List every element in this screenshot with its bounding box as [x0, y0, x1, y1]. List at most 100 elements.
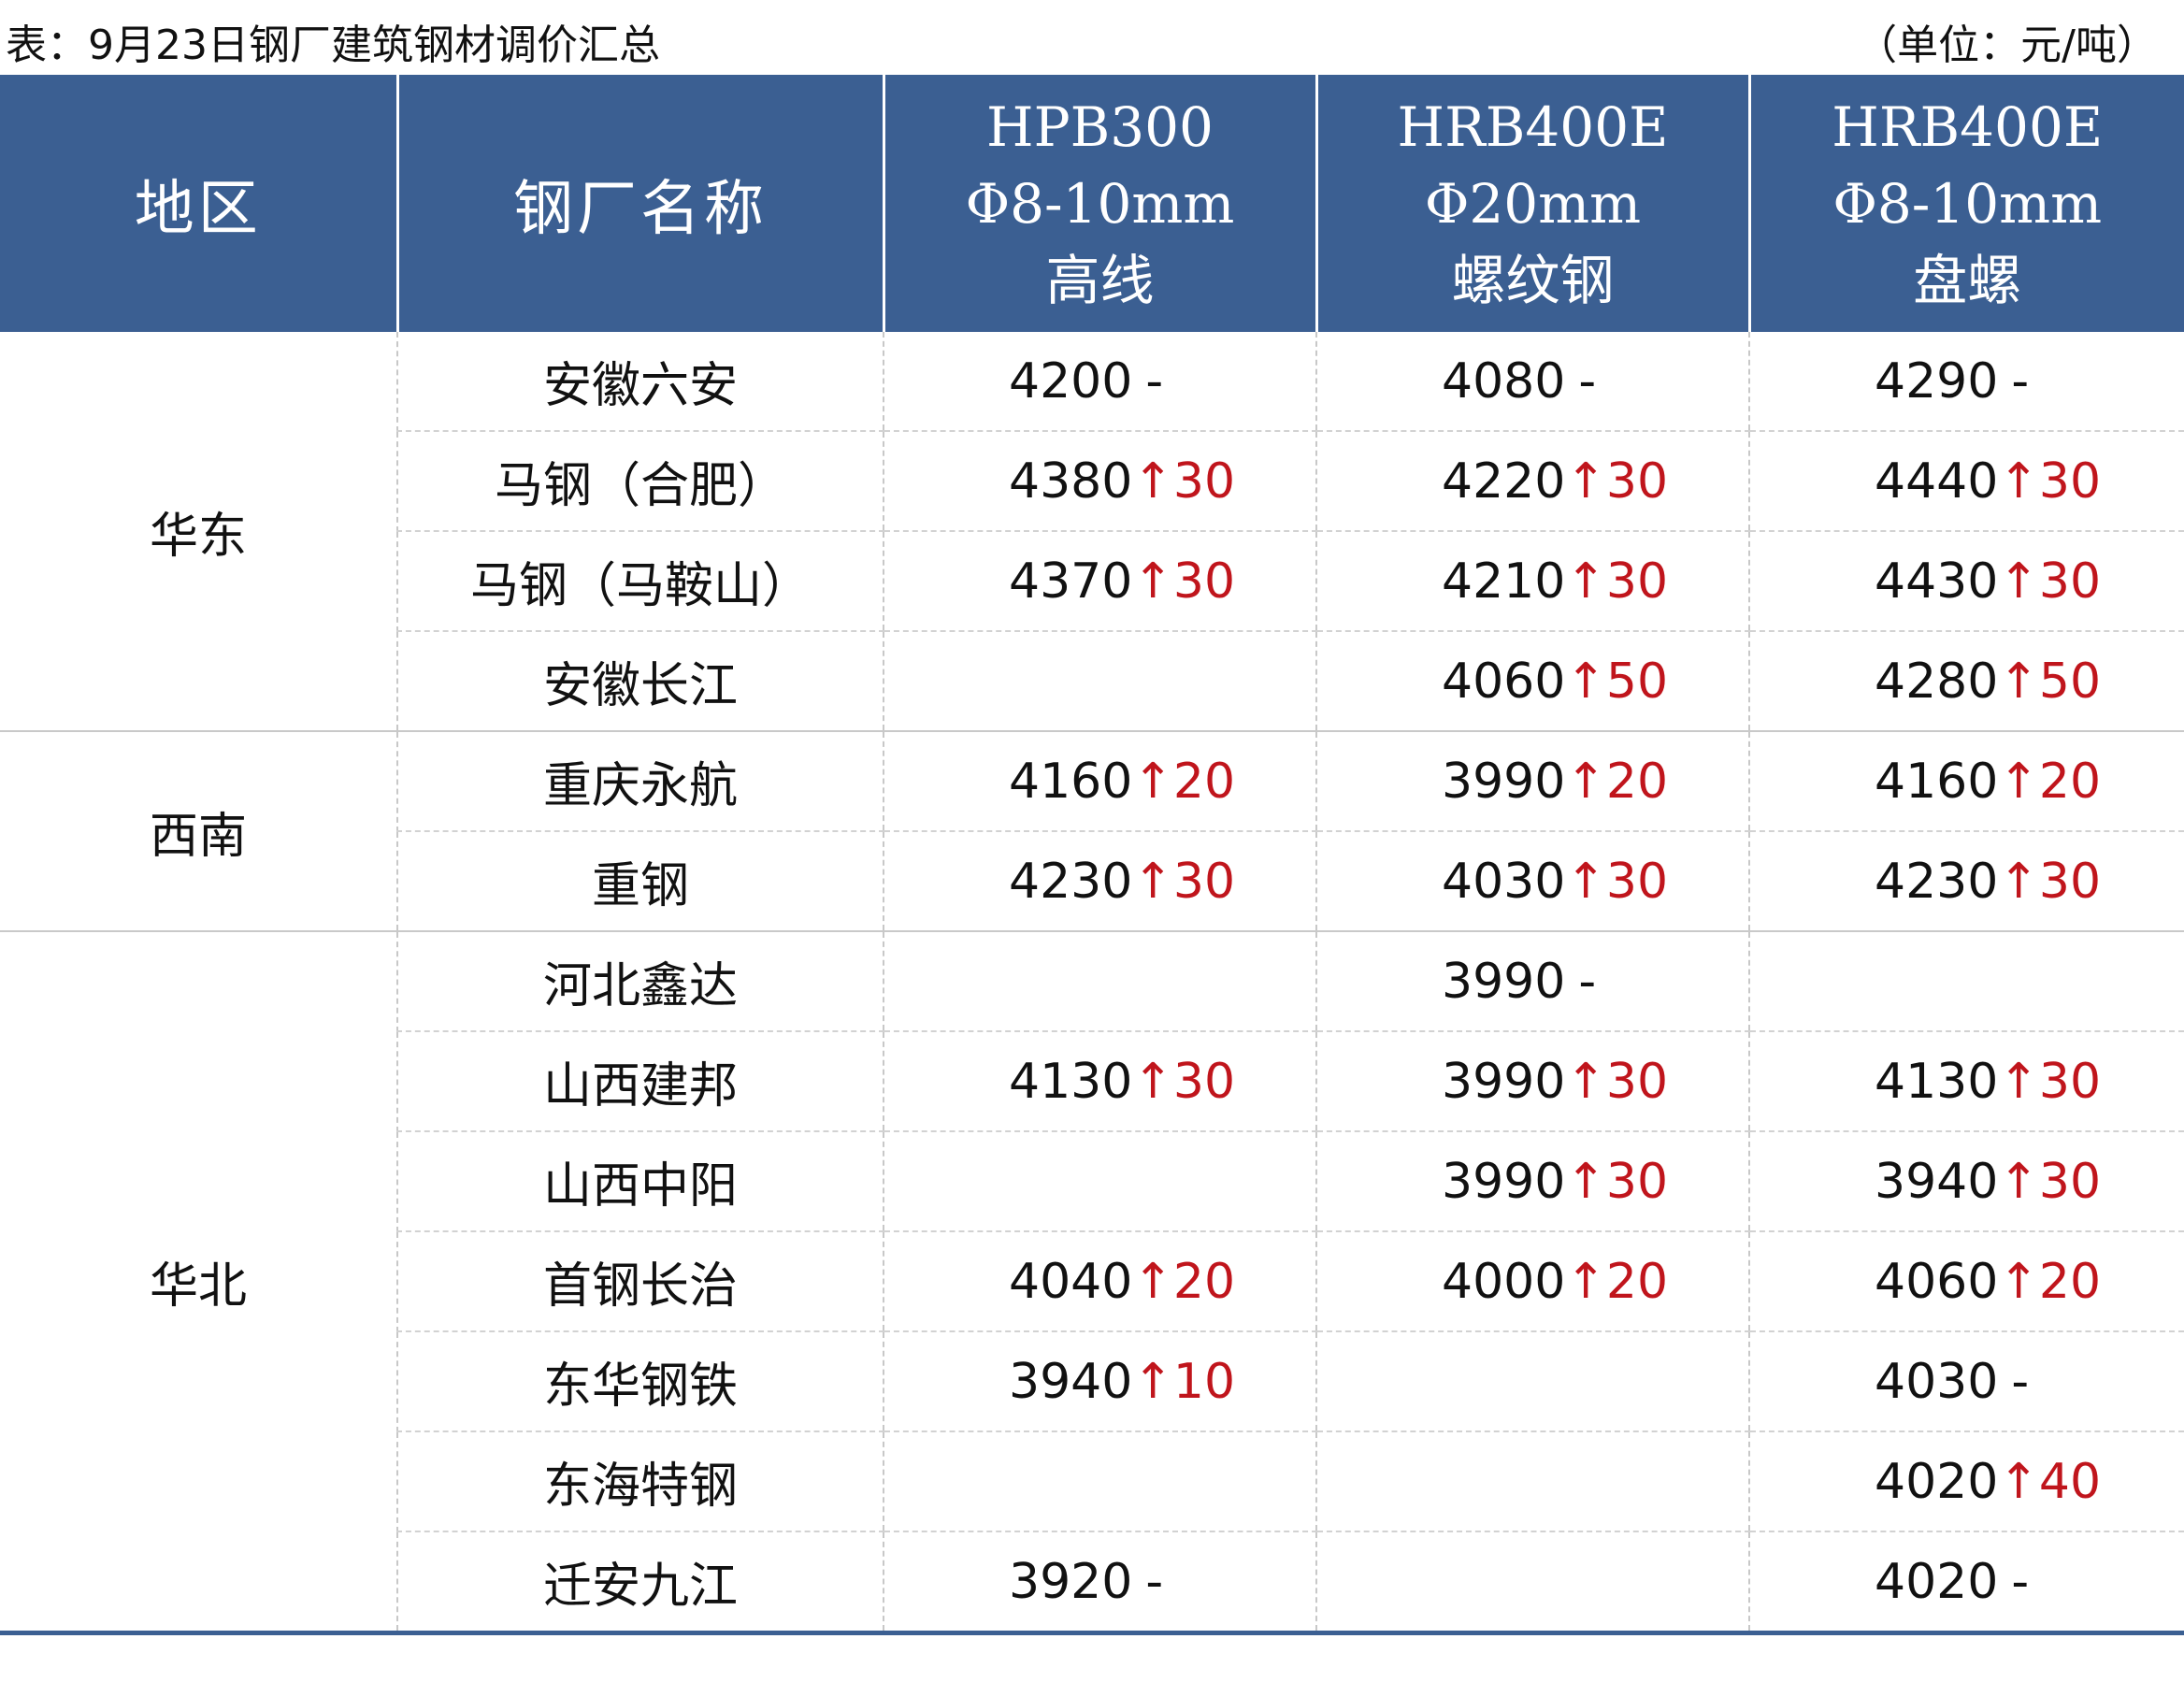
- price-increase: ↑30: [1565, 453, 1669, 510]
- table-row: 首钢长治 4040↑20 4000↑20 4060 ↑20: [0, 1231, 2184, 1332]
- price-cell: 4160↑20: [883, 731, 1316, 832]
- price-increase: ↑30: [1998, 553, 2102, 610]
- price-value: 4430: [1875, 553, 1999, 610]
- price-cell: [1748, 931, 2184, 1032]
- price-value: 4080: [1442, 352, 1566, 410]
- mill-name-cell: 东海特钢: [396, 1431, 884, 1532]
- price-cell: 4130↑30: [883, 1031, 1316, 1132]
- price-increase: ↑10: [1132, 1353, 1236, 1410]
- price-unchanged: -: [1578, 352, 1597, 410]
- price-cell: 4220↑30: [1315, 431, 1749, 532]
- price-value: 4000: [1442, 1253, 1566, 1310]
- table-body: 华东 安徽六安 4200-4080-4290- 马钢（合肥） 4380↑30 4220↑3…: [0, 332, 2184, 1635]
- mill-name-cell: 安徽六安: [396, 332, 884, 432]
- price-increase: ↑50: [1565, 653, 1669, 710]
- table-row: 华东 安徽六安 4200-4080-4290-: [0, 332, 2184, 732]
- price-value: 4160: [1875, 753, 1999, 810]
- price-cell: 3990-: [1315, 931, 1749, 1032]
- unit-note: （单位：元/吨）: [1856, 22, 2158, 69]
- price-cell: 4030-: [1748, 1331, 2184, 1432]
- price-value: 4060: [1442, 653, 1566, 710]
- mill-name-cell: 马钢（合肥）: [396, 431, 884, 532]
- table-row: 马钢（合肥） 4380↑30 4220↑30 4440↑30: [0, 431, 2184, 532]
- table-row: 西南 重庆永航 4160↑20 3990↑20 4160↑20: [0, 731, 2184, 932]
- price-unchanged: -: [1145, 1553, 1164, 1610]
- price-cell: 4230↑30: [883, 831, 1316, 932]
- table-header: 地区 钢厂名称 HPB300 Φ8-10mm 高线 HRB400E Φ20mm …: [0, 75, 2184, 332]
- price-increase: ↑30: [1565, 853, 1669, 910]
- mill-name-cell: 河北鑫达: [396, 931, 884, 1032]
- price-unchanged: -: [1145, 352, 1164, 410]
- mill-name-cell: 首钢长治: [396, 1231, 884, 1332]
- region-cell: 华北: [0, 931, 397, 1635]
- price-value: 3990: [1442, 1153, 1566, 1210]
- price-cell: 4440↑30: [1748, 431, 2184, 532]
- price-value: 4230: [1009, 853, 1133, 910]
- price-value: 4030: [1875, 1353, 1999, 1410]
- price-value: 4230: [1875, 853, 1999, 910]
- price-cell: 4290-: [1748, 332, 2184, 432]
- header-hrb400e-rebar: HRB400E Φ20mm 螺纹钢: [1315, 75, 1749, 332]
- header-product: 盘螺: [1913, 248, 2022, 312]
- price-cell: 4430↑30: [1748, 531, 2184, 632]
- header-spec: Φ20mm: [1424, 171, 1642, 236]
- header-grade: HRB400E: [1832, 94, 2104, 159]
- price-cell: 4080-: [1315, 332, 1749, 432]
- price-cell: 4040↑20: [883, 1231, 1316, 1332]
- price-increase: ↑30: [1132, 453, 1236, 510]
- price-unchanged: -: [1578, 953, 1597, 1010]
- price-cell: [1315, 1431, 1749, 1532]
- price-value: 3990: [1442, 1053, 1566, 1110]
- mill-name-cell: 山西中阳: [396, 1131, 884, 1232]
- price-increase: ↑20: [1132, 753, 1236, 810]
- table-row: 山西建邦 4130↑30 3990↑30 4130↑30: [0, 1031, 2184, 1132]
- header-product: 高线: [1045, 248, 1155, 312]
- price-value: 4290: [1875, 352, 1999, 410]
- price-value: 4280: [1875, 653, 1999, 710]
- header-grade: HRB400E: [1397, 94, 1669, 159]
- price-cell: 4160↑20: [1748, 731, 2184, 832]
- table-row: 安徽长江 4060↑50 4280↑50: [0, 631, 2184, 732]
- price-value: 4030: [1442, 853, 1566, 910]
- price-cell: [1315, 1531, 1749, 1635]
- price-value: 4370: [1009, 553, 1133, 610]
- price-cell: 4000↑20: [1315, 1231, 1749, 1332]
- table-caption: 表：9月23日钢厂建筑钢材调价汇总 （单位：元/吨）: [0, 0, 2184, 75]
- table-row: 东海特钢 4020↑40: [0, 1431, 2184, 1532]
- price-cell: 3940↑30: [1748, 1131, 2184, 1232]
- price-value: 4040: [1009, 1253, 1133, 1310]
- table-row: 马钢（马鞍山） 4370↑30 4210↑30 4430↑30: [0, 531, 2184, 632]
- price-value: 3940: [1009, 1353, 1133, 1410]
- price-increase: ↑30: [1132, 553, 1236, 610]
- header-hrb400e-coil: HRB400E Φ8-10mm 盘螺: [1747, 75, 2184, 332]
- price-value: 4160: [1009, 753, 1133, 810]
- price-unchanged: -: [2011, 1553, 2030, 1610]
- price-cell: 4020↑40: [1748, 1431, 2184, 1532]
- region-cell: 华东: [0, 332, 397, 732]
- price-cell: 4210↑30: [1315, 531, 1749, 632]
- price-cell: 4030↑30: [1315, 831, 1749, 932]
- price-increase: ↑30: [1998, 853, 2102, 910]
- price-value: 4380: [1009, 453, 1133, 510]
- price-cell: 4380↑30: [883, 431, 1316, 532]
- price-increase: ↑40: [1998, 1453, 2102, 1510]
- price-unchanged: -: [2011, 352, 2030, 410]
- price-cell: [883, 1431, 1316, 1532]
- price-cell: 4200-: [883, 332, 1316, 432]
- price-cell: 4230↑30: [1748, 831, 2184, 932]
- price-value: 3990: [1442, 753, 1566, 810]
- price-value: 4440: [1875, 453, 1999, 510]
- table-title: 表：9月23日钢厂建筑钢材调价汇总: [6, 22, 660, 69]
- table-row: 重钢 4230↑30 4030↑30 4230↑30: [0, 831, 2184, 932]
- price-value: 3940: [1875, 1153, 1999, 1210]
- price-cell: 3990↑30: [1315, 1031, 1749, 1132]
- price-cell: 4130↑30: [1748, 1031, 2184, 1132]
- price-increase: ↑20: [1132, 1253, 1236, 1310]
- header-region: 地区: [0, 75, 397, 332]
- price-cell: 4280↑50: [1748, 631, 2184, 732]
- price-increase: ↑20: [1565, 753, 1669, 810]
- price-value: 4060: [1875, 1253, 1999, 1310]
- price-cell: [883, 931, 1316, 1032]
- mill-name-cell: 山西建邦: [396, 1031, 884, 1132]
- price-value: 4020: [1875, 1453, 1999, 1510]
